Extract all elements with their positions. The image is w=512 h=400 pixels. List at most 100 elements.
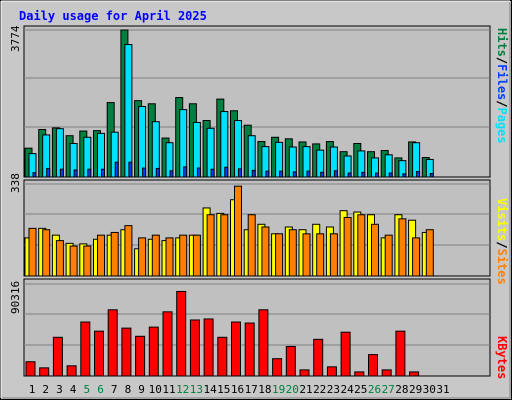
sites-bar xyxy=(275,233,284,277)
kbytes-bar xyxy=(135,335,146,377)
kbytes-bar xyxy=(354,371,365,377)
sites-bar xyxy=(42,229,51,277)
sites-bar xyxy=(83,245,92,277)
sites-bar xyxy=(343,216,352,277)
kbytes-bar xyxy=(409,371,420,377)
x-tick-label: 24 xyxy=(340,383,354,396)
pages-bar xyxy=(279,170,284,178)
sites-bar xyxy=(220,214,229,277)
legend-pages: Pages xyxy=(495,108,509,144)
x-tick-label: 27 xyxy=(382,383,395,396)
x-tick-label: 9 xyxy=(138,383,145,396)
pages-bar xyxy=(128,161,133,178)
chart-title: Daily usage for April 2025 xyxy=(19,9,207,23)
legend-files: Files xyxy=(495,64,509,100)
pages-bar xyxy=(388,172,393,178)
sites-bar xyxy=(316,233,325,277)
pages-bar xyxy=(238,168,242,178)
x-tick-label: 23 xyxy=(327,383,340,396)
kbytes-bar xyxy=(66,365,77,377)
kbytes-bar xyxy=(39,367,50,377)
pages-bar xyxy=(402,173,407,178)
kbytes-bar xyxy=(217,336,228,377)
pages-bar xyxy=(347,172,352,178)
x-tick-label: 4 xyxy=(70,383,77,396)
pages-bar xyxy=(333,170,338,178)
pages-bar xyxy=(251,169,256,178)
x-tick-label: 26 xyxy=(368,383,381,396)
sites-bar xyxy=(234,185,242,277)
kbytes-bar xyxy=(94,330,104,377)
pages-bar xyxy=(114,161,119,178)
kbytes-bar xyxy=(189,319,200,377)
legend-kbytes: KBytes xyxy=(495,336,509,379)
sites-bar xyxy=(371,223,379,277)
pages-bar xyxy=(169,170,174,178)
kbytes-bar xyxy=(231,321,241,377)
x-tick-label: 16 xyxy=(231,383,244,396)
visits-sites-panel xyxy=(23,179,491,277)
kbytes-panel xyxy=(23,278,491,377)
kbytes-bar xyxy=(381,369,392,377)
sites-bar xyxy=(28,227,37,277)
x-tick-label: 15 xyxy=(217,383,230,396)
pages-bar xyxy=(196,167,201,178)
x-tick-label: 11 xyxy=(162,383,175,396)
x-tick-label: 21 xyxy=(299,383,312,396)
kbytes-bar xyxy=(52,336,63,377)
kbytes-bar xyxy=(176,290,187,377)
files-bar xyxy=(138,105,147,178)
bottom-ymax-label: 90316 xyxy=(9,281,22,314)
pages-bar xyxy=(416,171,421,178)
pages-bar xyxy=(142,167,147,178)
pages-bar xyxy=(32,172,37,178)
x-tick-label: 30 xyxy=(423,383,436,396)
sites-bar xyxy=(206,214,215,277)
x-axis-day-labels: 1 2 3 4 5 6 7 8 9 10 11 12 13 14 15 16 17 18 19 20 21 22 23 24 2… xyxy=(29,383,450,396)
legend-visits: Visits xyxy=(495,198,509,241)
x-tick-label: 5 xyxy=(83,383,90,396)
sites-bar xyxy=(398,218,407,277)
legend-top: Hits/Files/Pages xyxy=(495,28,509,144)
kbytes-bar xyxy=(299,369,310,377)
x-tick-label: 12 xyxy=(176,383,189,396)
kbytes-bar xyxy=(395,330,406,377)
kbytes-bar xyxy=(148,326,159,377)
pages-bar xyxy=(87,168,92,178)
x-tick-label: 20 xyxy=(286,383,299,396)
kbytes-bar xyxy=(313,338,324,377)
bottom-plot-area xyxy=(23,278,491,377)
kbytes-bar xyxy=(121,327,132,377)
sites-bar xyxy=(357,214,366,277)
pages-bar xyxy=(429,172,434,178)
kbytes-bar xyxy=(25,361,36,377)
x-tick-label: 18 xyxy=(258,383,271,396)
pages-bar xyxy=(292,171,297,178)
x-tick-label: 1 xyxy=(29,383,36,396)
sites-bar xyxy=(329,233,338,277)
kbytes-bar xyxy=(162,311,173,377)
hits-files-pages-panel xyxy=(23,25,491,178)
x-tick-label: 28 xyxy=(395,383,408,396)
kbytes-bar xyxy=(272,358,283,377)
sites-bar xyxy=(165,237,174,277)
sites-bar xyxy=(261,226,270,277)
pages-bar xyxy=(210,168,215,178)
pages-bar xyxy=(59,168,64,178)
kbytes-bar xyxy=(285,345,296,377)
pages-bar xyxy=(101,168,105,178)
sites-bar xyxy=(425,229,434,277)
pages-bar xyxy=(375,172,379,178)
sites-bar xyxy=(151,234,160,277)
pages-bar xyxy=(183,166,188,178)
sites-bar xyxy=(138,237,147,277)
x-tick-label: 29 xyxy=(409,383,422,396)
kbytes-bar xyxy=(107,309,118,377)
x-tick-label: 13 xyxy=(190,383,203,396)
x-tick-label: 6 xyxy=(97,383,104,396)
kbytes-bar xyxy=(258,309,269,377)
x-tick-label: 2 xyxy=(42,383,49,396)
x-tick-label: 17 xyxy=(245,383,258,396)
x-tick-label: 8 xyxy=(125,383,132,396)
